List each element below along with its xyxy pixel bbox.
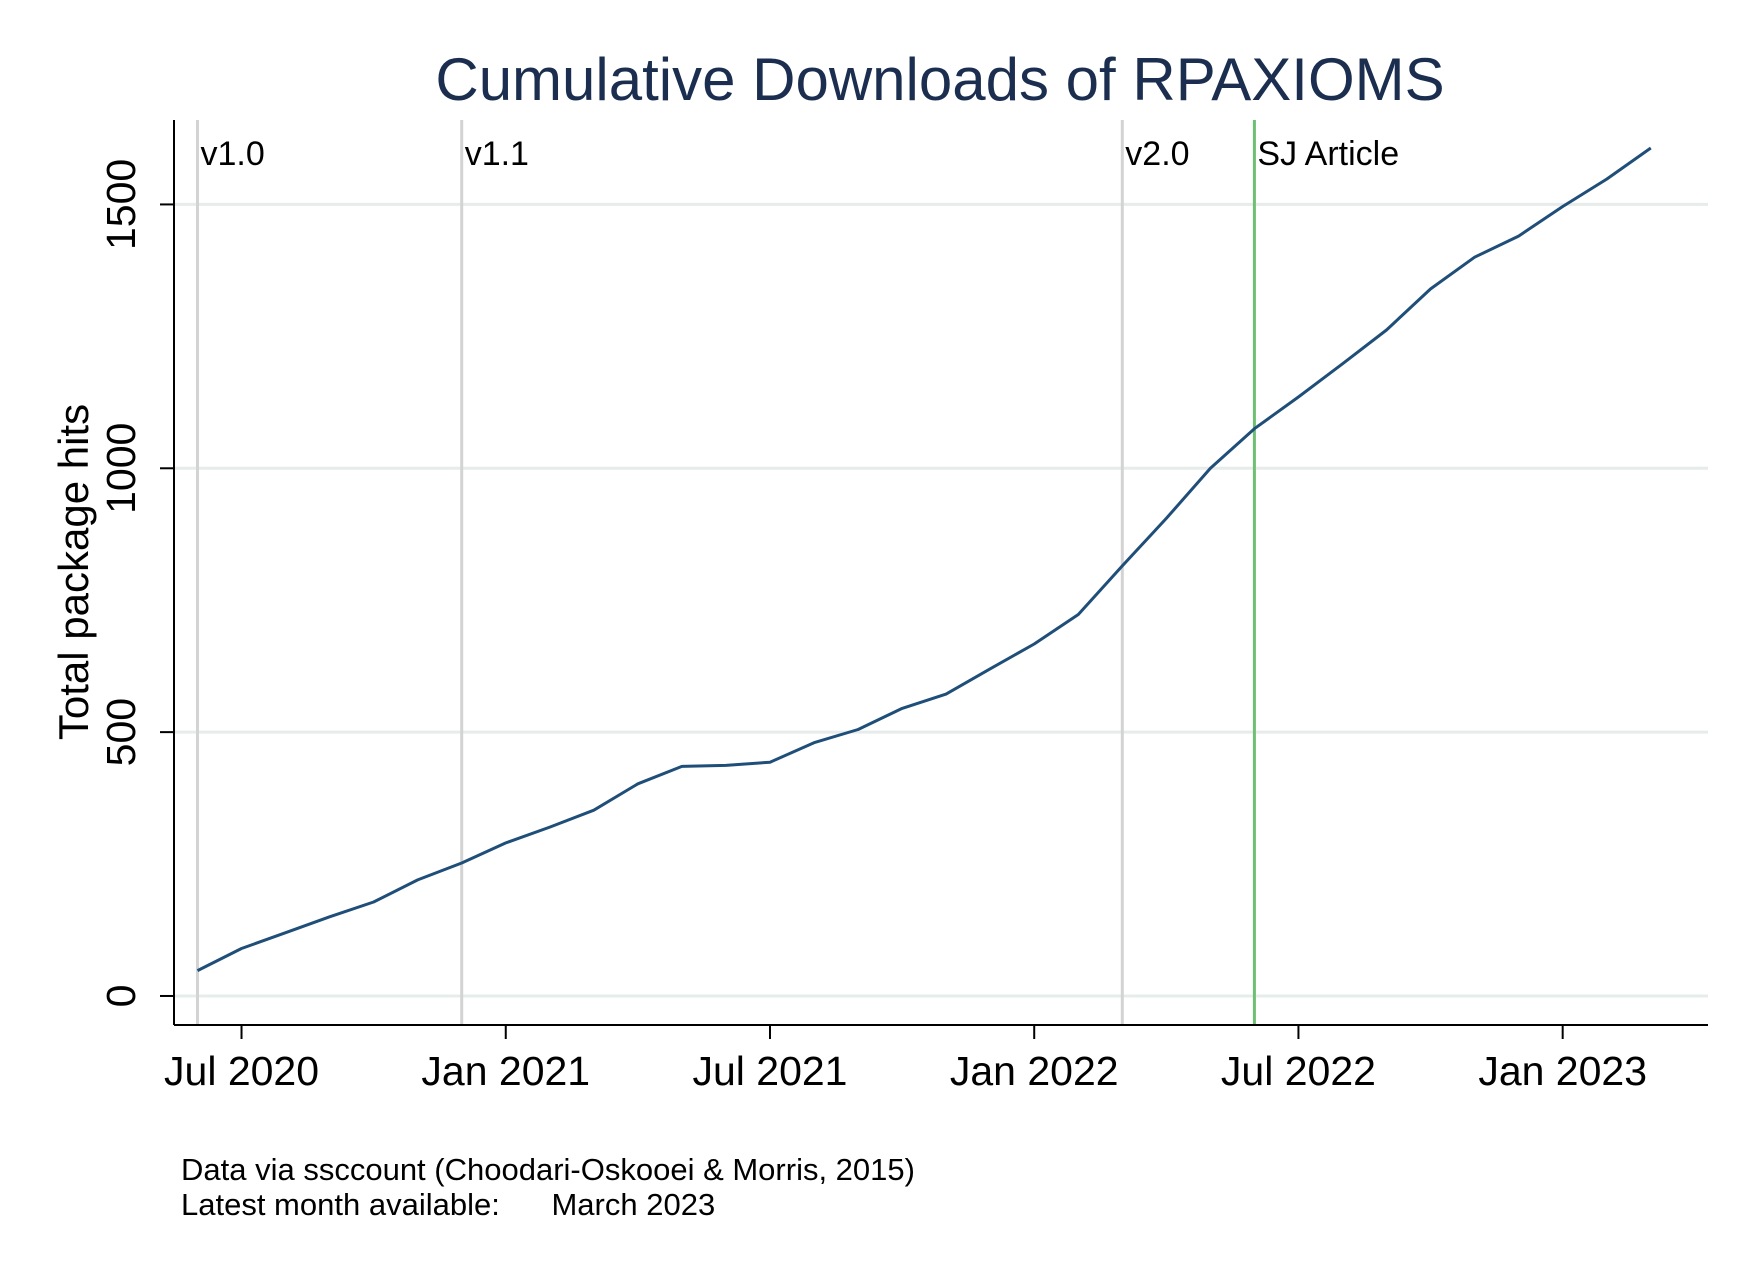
y-tick-label-500: 500 bbox=[98, 698, 144, 766]
axes bbox=[160, 120, 1708, 1039]
series-lines bbox=[196, 146, 1652, 972]
x-tick-label-jul-2020: Jul 2020 bbox=[164, 1048, 319, 1094]
x-tick-label-jan-2023: Jan 2023 bbox=[1478, 1048, 1647, 1094]
chart-title: Cumulative Downloads of RPAXIOMS bbox=[435, 46, 1444, 113]
y-tick-label-0: 0 bbox=[98, 985, 144, 1008]
x-tick-label-jul-2022: Jul 2022 bbox=[1221, 1048, 1376, 1094]
series-line-0 bbox=[196, 146, 1652, 972]
event-label-v1-0: v1.0 bbox=[200, 135, 264, 173]
y-tick-label-1000: 1000 bbox=[98, 423, 144, 514]
x-tick-label-jul-2021: Jul 2021 bbox=[692, 1048, 847, 1094]
event-label-v1-1: v1.1 bbox=[465, 135, 529, 173]
y-axis-title: Total package hits bbox=[50, 404, 97, 740]
event-label-v2-0: v2.0 bbox=[1125, 135, 1189, 173]
event-label-sj-article: SJ Article bbox=[1257, 135, 1399, 173]
event-lines: v1.0 v1.1 v2.0 SJ Article bbox=[195, 120, 1399, 1025]
gridlines bbox=[174, 202, 1708, 998]
y-tick-label-1500: 1500 bbox=[98, 159, 144, 250]
footnote-source: Data via ssccount (Choodari-Oskooei & Mo… bbox=[181, 1152, 915, 1187]
tick-labels: 0 500 1000 1500 Jul 2020 Jan 2021 Jul 2021 Jan … bbox=[98, 159, 1647, 1094]
x-tick-label-jan-2021: Jan 2021 bbox=[421, 1048, 590, 1094]
footnote-latest-month: Latest month available: March 2023 bbox=[181, 1187, 715, 1222]
x-tick-label-jan-2022: Jan 2022 bbox=[950, 1048, 1119, 1094]
